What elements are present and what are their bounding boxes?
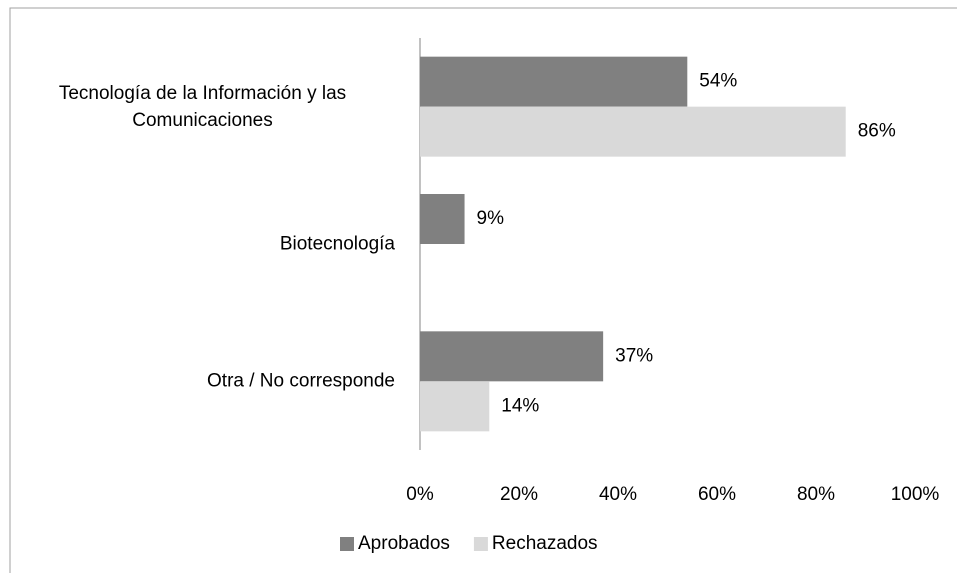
x-tick-label: 0% xyxy=(406,484,434,505)
x-tick-label: 20% xyxy=(500,484,538,505)
bar xyxy=(420,331,604,382)
bar xyxy=(420,381,490,432)
x-tick-label: 100% xyxy=(891,484,940,505)
data-label: 9% xyxy=(477,208,505,229)
category-label: Biotecnología xyxy=(10,231,395,258)
data-label: 37% xyxy=(615,345,653,366)
category-text: Otra / No corresponde xyxy=(207,370,395,392)
bar xyxy=(420,106,846,157)
data-label: 54% xyxy=(699,71,737,92)
frame xyxy=(9,7,957,573)
bar xyxy=(420,56,688,107)
legend-swatch xyxy=(340,537,354,551)
data-label: 14% xyxy=(501,395,539,416)
legend-label: Aprobados xyxy=(358,533,450,554)
data-label: 86% xyxy=(858,121,896,142)
bar xyxy=(420,194,465,244)
category-text: Biotecnología xyxy=(279,233,395,255)
legend-label: Rechazados xyxy=(492,533,598,554)
category-label: Otra / No corresponde xyxy=(10,368,395,395)
x-tick-label: 40% xyxy=(599,484,637,505)
legend-swatch xyxy=(473,537,488,551)
category-text: Tecnología de la Información y las Comun… xyxy=(58,82,347,131)
x-tick-label: 80% xyxy=(797,484,835,505)
category-label: Tecnología de la Información y las Comun… xyxy=(10,80,395,134)
x-tick-label: 60% xyxy=(698,484,736,505)
